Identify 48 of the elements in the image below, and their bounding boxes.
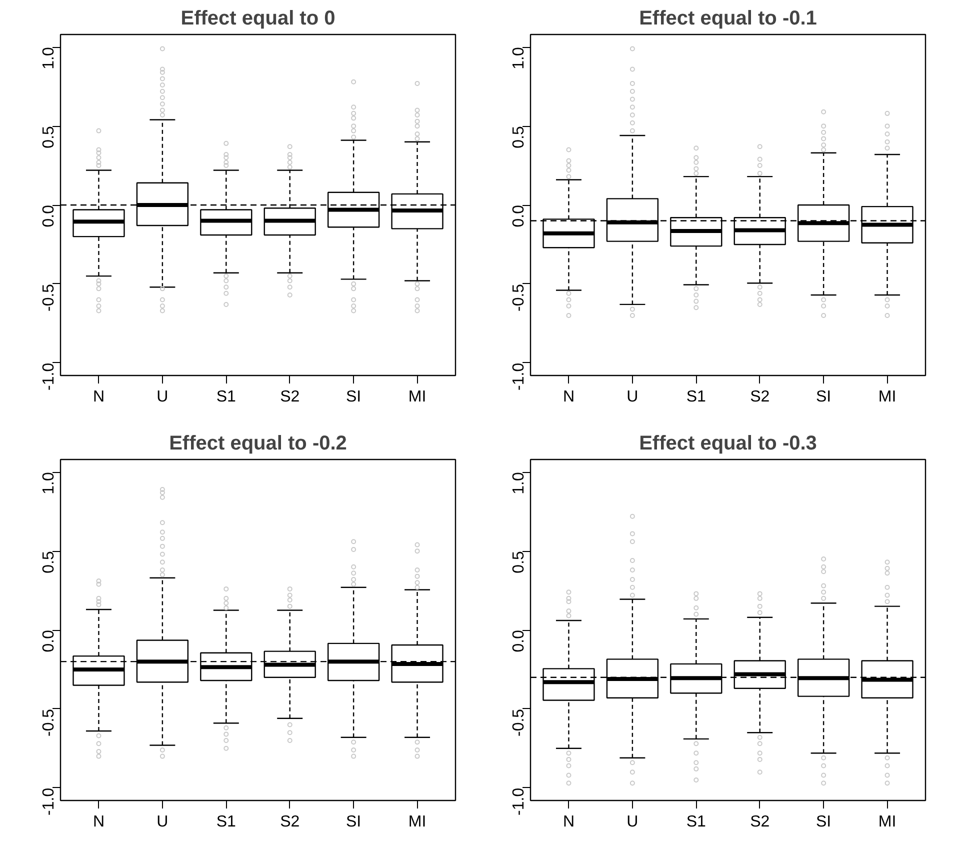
x-tick-label: S1: [686, 388, 706, 406]
y-tick-label: 1.0: [510, 472, 528, 494]
x-tick-label: SI: [346, 388, 362, 406]
x-tick-label: N: [562, 814, 575, 830]
x-tick-label: U: [626, 388, 638, 406]
x-tick-label: SI: [816, 388, 832, 406]
x-tick-label: S1: [216, 814, 236, 830]
x-tick-label: SI: [346, 814, 362, 830]
y-tick-label: -1.0: [510, 788, 528, 816]
chart-title: Effect equal to -0.2: [169, 432, 347, 454]
x-tick-label: MI: [408, 814, 426, 830]
chart-title: Effect equal to -0.3: [639, 432, 817, 454]
y-tick-label: -1.0: [40, 362, 58, 390]
chart-title: Effect equal to -0.1: [639, 8, 817, 30]
y-tick-label: 0.5: [40, 126, 58, 148]
x-tick-label: S2: [750, 388, 770, 406]
y-tick-label: -0.5: [510, 284, 528, 312]
y-tick-label: -0.5: [40, 284, 58, 312]
y-tick-label: -1.0: [40, 788, 58, 816]
x-tick-label: MI: [878, 814, 896, 830]
y-tick-label: 0.5: [40, 550, 58, 574]
y-tick-label: -0.5: [510, 708, 528, 737]
x-tick-label: U: [156, 388, 168, 406]
x-tick-label: S2: [280, 814, 300, 830]
y-tick-label: 0.5: [510, 550, 528, 574]
y-tick-label: 0.0: [510, 204, 528, 228]
y-tick-label: 0.0: [40, 204, 58, 228]
y-tick-label: -0.5: [40, 708, 58, 737]
chart-title: Effect equal to 0: [180, 8, 336, 30]
y-tick-label: 1.0: [40, 47, 58, 70]
y-tick-label: 0.5: [510, 126, 528, 148]
x-tick-label: U: [156, 814, 168, 830]
y-tick-label: 1.0: [40, 472, 58, 494]
x-tick-label: S1: [686, 814, 706, 830]
x-tick-label: N: [92, 814, 105, 830]
y-tick-label: 0.0: [510, 630, 528, 652]
y-tick-label: 1.0: [510, 47, 528, 70]
x-tick-label: SI: [816, 814, 832, 830]
x-tick-label: S2: [750, 814, 770, 830]
y-tick-label: -1.0: [510, 362, 528, 390]
x-tick-label: N: [562, 388, 575, 406]
x-tick-label: U: [626, 814, 638, 830]
x-tick-label: MI: [408, 388, 426, 406]
x-tick-label: S1: [216, 388, 236, 406]
x-tick-label: N: [92, 388, 105, 406]
x-tick-label: S2: [280, 388, 300, 406]
y-tick-label: 0.0: [40, 630, 58, 652]
x-tick-label: MI: [878, 388, 896, 406]
